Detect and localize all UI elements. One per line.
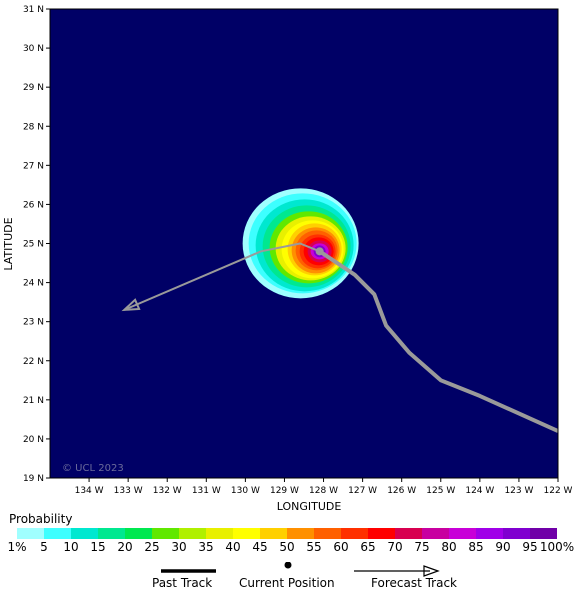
colorbar-label: 5 [40,540,48,554]
probability-field [242,188,359,299]
probability-colorbar-labels: 1% 5 10 15 20 25 30 35 40 45 50 55 60 65 70 75 80 85 90 95 1… [0,540,580,554]
lon-tick-label: 130 W [231,486,260,496]
lon-tick-label: 127 W [348,486,377,496]
colorbar-swatch [152,528,179,539]
current-position-dot [315,247,324,256]
lat-tick-label: 26 N [23,200,44,210]
past-track-label: Past Track [152,576,213,590]
colorbar-label: 40 [225,540,241,554]
forecast-track-line [123,242,320,311]
colorbar-label: 1% [7,540,27,554]
lat-tick-label: 23 N [23,318,44,328]
colorbar-swatch [422,528,449,539]
lat-tick-label: 29 N [23,83,44,93]
colorbar-swatch [260,528,287,539]
y-axis-title: LATITUDE [2,217,15,270]
lon-tick-label: 134 W [75,486,104,496]
colorbar-swatch [233,528,260,539]
colorbar-label: 35 [198,540,214,554]
lat-tick-label: 28 N [23,122,44,132]
longitude-ticks: 134 W 133 W 132 W 131 W 130 W 129 W 128 W 127 W… [75,478,573,496]
colorbar-swatch [395,528,422,539]
lon-tick-label: 123 W [504,486,533,496]
lat-tick-label: 25 N [23,240,44,250]
colorbar-label: 25 [144,540,160,554]
colorbar-swatch [476,528,503,539]
colorbar-label: 45 [252,540,268,554]
colorbar-label: 60 [333,540,349,554]
lat-tick-label: 31 N [23,5,44,15]
colorbar-swatch [125,528,152,539]
colorbar-label: 20 [117,540,133,554]
colorbar-swatch [530,528,557,539]
colorbar-label: 15 [90,540,106,554]
colorbar-label: 95 [522,540,538,554]
copyright-text: © UCL 2023 [62,463,124,474]
lat-tick-label: 30 N [23,44,44,54]
past-track-line [318,249,558,433]
current-position-key-dot [284,562,292,569]
colorbar-swatch [44,528,71,539]
lon-tick-label: 122 W [544,486,573,496]
colorbar-label: 65 [360,540,376,554]
lon-tick-label: 128 W [309,486,338,496]
forecast-track-key-arrowhead [423,565,440,577]
colorbar-swatch [449,528,476,539]
lat-tick-label: 20 N [23,435,44,445]
forecast-track-arrowhead [121,298,141,312]
lat-tick-label: 21 N [23,396,44,406]
colorbar-swatch [287,528,314,539]
lon-tick-label: 132 W [153,486,182,496]
lat-tick-label: 22 N [23,357,44,367]
colorbar-swatch [503,528,530,539]
colorbar-label: 10 [63,540,79,554]
lon-tick-label: 131 W [192,486,221,496]
colorbar-swatch [98,528,125,539]
colorbar-swatch [179,528,206,539]
lon-tick-label: 133 W [114,486,143,496]
colorbar-label: 80 [441,540,457,554]
lon-tick-label: 126 W [387,486,416,496]
forecast-track-label: Forecast Track [371,576,457,590]
colorbar-swatch [206,528,233,539]
colorbar-swatch [341,528,368,539]
track-key-graphics [161,562,440,577]
x-axis-title: LONGITUDE [277,500,342,510]
colorbar-swatch [314,528,341,539]
colorbar-swatch [368,528,395,539]
colorbar-label: 90 [495,540,511,554]
colorbar-label: 85 [468,540,484,554]
latitude-ticks: 31 N 30 N 29 N 28 N 27 N 26 N 25 N 24 N 23 N 22 N… [23,5,50,484]
colorbar-label: 100% [539,540,575,554]
track-key: Past Track Current Position Forecast Tra… [0,562,580,596]
colorbar-label: 30 [171,540,187,554]
probability-colorbar [17,528,557,539]
legend-title: Probability [9,512,73,526]
current-position-label: Current Position [239,576,335,590]
lon-tick-label: 125 W [426,486,455,496]
probability-map: 134 W 133 W 132 W 131 W 130 W 129 W 128 W 127 W… [2,5,573,510]
colorbar-label: 55 [306,540,322,554]
lat-tick-label: 19 N [23,474,44,484]
lon-tick-label: 124 W [465,486,494,496]
colorbar-label: 70 [387,540,403,554]
colorbar-label: 50 [279,540,295,554]
colorbar-swatch [17,528,44,539]
colorbar-swatch [71,528,98,539]
lat-tick-label: 27 N [23,161,44,171]
colorbar-label: 75 [414,540,430,554]
storm-tracks [121,242,558,433]
lat-tick-label: 24 N [23,279,44,289]
lon-tick-label: 129 W [270,486,299,496]
